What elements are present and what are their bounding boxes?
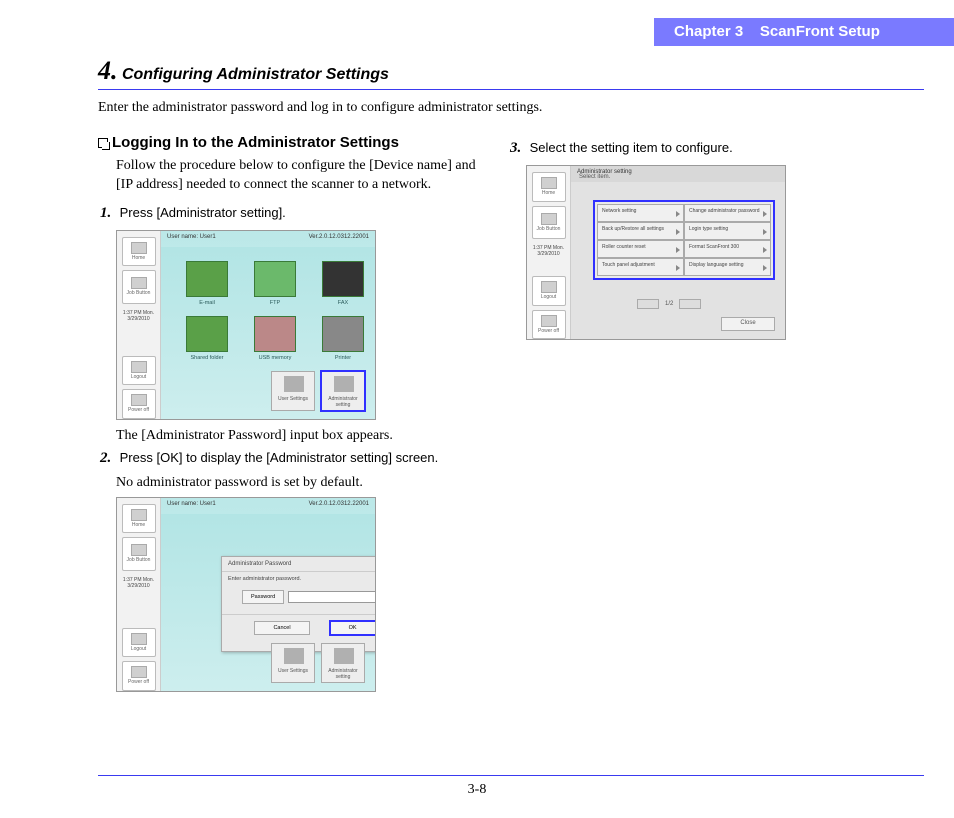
step-number: 2.	[100, 448, 116, 469]
logout-button[interactable]: Logout	[122, 628, 156, 658]
job-button[interactable]: Job Button	[122, 537, 156, 571]
menu-format[interactable]: Format ScanFront 300	[684, 240, 771, 258]
poweroff-button[interactable]: Power off	[532, 310, 566, 340]
menu-touchpanel[interactable]: Touch panel adjustment	[597, 258, 684, 276]
menu-login-type[interactable]: Login type setting	[684, 222, 771, 240]
sharedfolder-app[interactable]: Shared folder	[179, 316, 235, 361]
chapter-label: Chapter 3	[674, 23, 743, 40]
step-text: Select the setting item to configure.	[530, 140, 733, 155]
user-label: User name: User1	[167, 234, 216, 244]
password-label-button[interactable]: Password	[242, 590, 284, 604]
page-number: 3-8	[0, 782, 954, 798]
pager: 1/2	[637, 299, 701, 309]
step-1-after: The [Administrator Password] input box a…	[116, 428, 478, 444]
step-1: 1. Press [Administrator setting].	[100, 203, 478, 224]
section-title-text: Configuring Administrator Settings	[122, 66, 389, 83]
user-settings-button[interactable]: User Settings	[271, 643, 315, 683]
chapter-title: ScanFront Setup	[760, 23, 880, 40]
topbar: User name: User1 Ver.2.0.12.0312.22001	[161, 231, 375, 247]
step-text: Press [OK] to display the [Administrator…	[120, 450, 439, 465]
hint-text: Select item.	[579, 174, 610, 180]
sidebar: Home Job Button 1:37 PM Mon. 3/29/2010 L…	[117, 231, 161, 419]
menu-language[interactable]: Display language setting	[684, 258, 771, 276]
admin-setting-button[interactable]: Administrator setting	[321, 643, 365, 683]
poweroff-button[interactable]: Power off	[122, 389, 156, 419]
clock-label: 1:37 PM Mon. 3/29/2010	[527, 243, 570, 259]
home-button[interactable]: Home	[122, 504, 156, 534]
page-indicator: 1/2	[665, 301, 673, 307]
page-next[interactable]	[679, 299, 701, 309]
clock-label: 1:37 PM Mon. 3/29/2010	[117, 308, 160, 324]
password-dialog: Administrator Password Enter administrat…	[221, 556, 376, 652]
dialog-title: Administrator Password	[222, 557, 376, 572]
version-label: Ver.2.0.12.0312.22001	[309, 234, 369, 244]
sidebar: Home Job Button 1:37 PM Mon. 3/29/2010 L…	[117, 498, 161, 691]
user-label: User name: User1	[167, 501, 216, 511]
user-settings-button[interactable]: User Settings	[271, 371, 315, 411]
subsection-text: Follow the procedure below to configure …	[116, 157, 478, 195]
printer-app[interactable]: Printer	[315, 316, 371, 361]
section-number: 4.	[98, 56, 118, 85]
footer-rule	[98, 775, 924, 776]
chapter-header: Chapter 3 ScanFront Setup	[654, 18, 954, 46]
section-intro: Enter the administrator password and log…	[98, 100, 924, 116]
sidebar: Home Job Button 1:37 PM Mon. 3/29/2010 L…	[527, 166, 571, 339]
logout-button[interactable]: Logout	[532, 276, 566, 306]
step-3: 3. Select the setting item to configure.	[510, 138, 888, 159]
email-app[interactable]: E-mail	[179, 261, 235, 306]
fax-app[interactable]: FAX	[315, 261, 371, 306]
home-button[interactable]: Home	[532, 172, 566, 202]
step-number: 1.	[100, 203, 116, 224]
screenshot-password: Home Job Button 1:37 PM Mon. 3/29/2010 L…	[116, 497, 376, 692]
usb-app[interactable]: USB memory	[247, 316, 303, 361]
step-2-after: No administrator password is set by defa…	[116, 475, 478, 491]
left-column: Logging In to the Administrator Settings…	[98, 134, 478, 700]
logout-button[interactable]: Logout	[122, 356, 156, 386]
version-label: Ver.2.0.12.0312.22001	[309, 501, 369, 511]
menu-change-password[interactable]: Change administrator password	[684, 204, 771, 222]
close-button[interactable]: Close	[721, 317, 775, 331]
page-content: 4. Configuring Administrator Settings En…	[98, 56, 924, 798]
right-column: 3. Select the setting item to configure.…	[508, 134, 888, 700]
ftp-app[interactable]: FTP	[247, 261, 303, 306]
menu-roller[interactable]: Roller counter reset	[597, 240, 684, 258]
poweroff-button[interactable]: Power off	[122, 661, 156, 691]
cancel-button[interactable]: Cancel	[254, 621, 309, 635]
step-text: Press [Administrator setting].	[120, 205, 286, 220]
settings-menu: Network setting Change administrator pas…	[593, 200, 775, 280]
subsection-heading: Logging In to the Administrator Settings	[98, 134, 478, 151]
dialog-subtitle: Enter administrator password.	[222, 572, 376, 590]
section-heading: 4. Configuring Administrator Settings	[98, 56, 924, 90]
job-button[interactable]: Job Button	[122, 270, 156, 304]
screenshot-admin-menu: Home Job Button 1:37 PM Mon. 3/29/2010 L…	[526, 165, 786, 340]
menu-network[interactable]: Network setting	[597, 204, 684, 222]
step-number: 3.	[510, 138, 526, 159]
topbar: User name: User1 Ver.2.0.12.0312.22001	[161, 498, 375, 514]
home-button[interactable]: Home	[122, 237, 156, 267]
clock-label: 1:37 PM Mon. 3/29/2010	[117, 575, 160, 591]
menu-backup[interactable]: Back up/Restore all settings	[597, 222, 684, 240]
ok-button[interactable]: OK	[330, 621, 376, 635]
page-prev[interactable]	[637, 299, 659, 309]
step-2: 2. Press [OK] to display the [Administra…	[100, 448, 478, 469]
app-grid: E-mail FTP FAX Shared folder USB memory …	[161, 247, 375, 375]
screenshot-home: Home Job Button 1:37 PM Mon. 3/29/2010 L…	[116, 230, 376, 420]
password-input[interactable]	[288, 591, 376, 603]
admin-setting-button[interactable]: Administrator setting	[321, 371, 365, 411]
job-button[interactable]: Job Button	[532, 206, 566, 240]
bullet-icon	[98, 138, 108, 148]
